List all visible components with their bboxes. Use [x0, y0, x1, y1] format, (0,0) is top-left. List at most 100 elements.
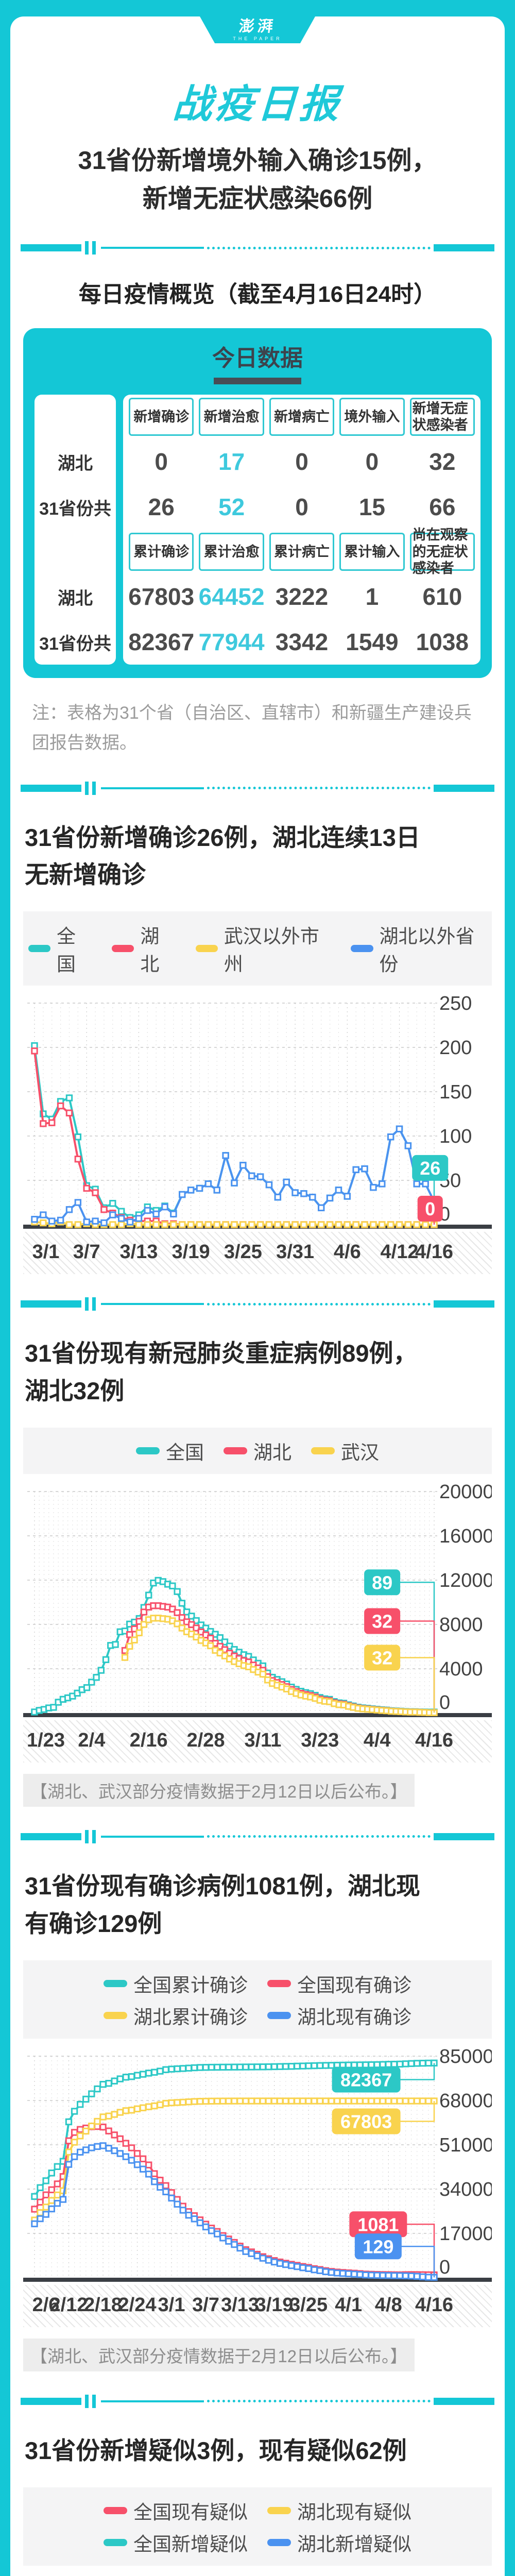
x-tick-label: 2/24: [118, 2294, 157, 2316]
legend-item: 湖北现有疑似: [267, 2497, 411, 2524]
legend-swatch-icon: [112, 945, 134, 953]
chart-svg: 0 17000 34000 51000 68000 85000 82367 67803 1081…: [23, 2049, 492, 2282]
section3-title: 31省份现有确诊病例1081例，湖北现 有确诊129例: [25, 1872, 420, 1937]
column-header: 新增确诊: [129, 398, 194, 436]
legend-swatch-icon: [195, 945, 218, 953]
svg-text:51000: 51000: [439, 2134, 492, 2156]
table-value: 0: [295, 494, 308, 520]
table-value: 82367: [128, 629, 195, 655]
svg-text:12000: 12000: [439, 1570, 492, 1591]
legend-swatch-icon: [267, 2506, 291, 2514]
legend-swatch-icon: [104, 2011, 127, 2019]
today-data-title: 今日数据: [212, 346, 303, 371]
table-value: 32: [429, 448, 456, 475]
column-header: 累计治愈: [199, 533, 264, 571]
svg-text:34000: 34000: [439, 2179, 492, 2200]
legend-label: 湖北: [253, 1442, 291, 1463]
x-tick-label: 2/4: [78, 1729, 106, 1751]
chart-daily-new-confirmed: 0 50 100 150 200 250 26 0 3/1 3/7 3/13 3/19 3/25 3/31…: [23, 996, 492, 1275]
x-tick-label: 4/4: [363, 1729, 391, 1751]
x-tick-label: 3/1: [32, 1241, 60, 1263]
svg-text:4000: 4000: [439, 1658, 483, 1680]
x-tick-label: 4/1: [335, 2294, 363, 2316]
table-value: 0: [365, 448, 379, 475]
chart-svg: 0 4000 8000 12000 16000 20000 89 32 32: [23, 1484, 492, 1717]
legend-swatch-icon: [104, 2538, 127, 2546]
legend-item: 武汉以外市州: [195, 921, 332, 976]
table-value: 26: [148, 494, 175, 520]
svg-text:17000: 17000: [439, 2223, 492, 2245]
legend-swatch-icon: [28, 945, 51, 953]
table-value: 1549: [346, 629, 399, 655]
svg-text:0: 0: [439, 2257, 450, 2278]
legend-item: 湖北现有确诊: [267, 2002, 411, 2029]
legend-label: 湖北累计确诊: [133, 2006, 248, 2028]
table-value: 0: [295, 448, 308, 475]
legend-swatch-icon: [267, 2538, 291, 2546]
section-divider: [21, 1829, 494, 1844]
subtitle-line1: 31省份新增境外输入确诊15例，: [78, 147, 437, 175]
svg-text:16000: 16000: [439, 1526, 492, 1547]
subtitle-line2: 新增无症状感染66例: [142, 184, 373, 213]
x-tick-label: 3/7: [192, 2294, 219, 2316]
column-header: 境外输入: [339, 398, 405, 436]
row-label: 31省份共: [39, 634, 111, 654]
chart3-note: 【湖北、武汉部分疫情数据于2月12日以后公布。】: [23, 2338, 415, 2371]
chart4-legend: 全国现有疑似 湖北现有疑似 全国新增疑似 湖北新增疑似: [23, 2487, 492, 2566]
chart2-legend: 全国 湖北 武汉: [23, 1427, 492, 1474]
table-value: 67803: [128, 583, 195, 610]
svg-text:0: 0: [425, 1198, 435, 1219]
page-subtitle: 31省份新增境外输入确诊15例， 新增无症状感染66例: [10, 142, 505, 218]
today-title-underline: [214, 378, 301, 384]
legend-label: 湖北现有疑似: [297, 2501, 411, 2523]
svg-text:129: 129: [363, 2236, 393, 2257]
column-header: 累计输入: [339, 533, 405, 571]
x-tick-label: 4/16: [415, 2294, 453, 2316]
x-tick-label: 3/19: [255, 2294, 294, 2316]
chart-severe-cases: 0 4000 8000 12000 16000 20000 89 32 32 1/23 2/4 2/1…: [23, 1484, 492, 1762]
legend-item: 全国: [28, 921, 92, 976]
legend-swatch-icon: [311, 1447, 335, 1454]
section4-title: 31省份新增疑似3例，现有疑似62例: [25, 2436, 407, 2464]
section-divider: [21, 1297, 494, 1311]
x-tick-label: 3/7: [73, 1241, 100, 1263]
x-tick-label: 2/6: [32, 2294, 60, 2316]
chart2-note: 【湖北、武汉部分疫情数据于2月12日以后公布。】: [23, 1773, 415, 1807]
x-tick-label: 3/1: [158, 2294, 185, 2316]
svg-text:85000: 85000: [439, 2049, 492, 2067]
x-axis: 2/6 2/12 2/18 2/24 3/1 3/7 3/13 3/19 3/25 4/1 4/8 4…: [23, 2284, 492, 2327]
legend-label: 全国新增疑似: [133, 2533, 248, 2555]
legend-label: 全国: [166, 1442, 204, 1463]
legend-swatch-icon: [351, 945, 373, 953]
chart-confirmed-cases: 0 17000 34000 51000 68000 85000 82367 67803 1081…: [23, 2049, 492, 2327]
page-title: 战疫日报: [171, 82, 343, 126]
legend-item: 湖北以外省份: [351, 921, 487, 976]
svg-text:20000: 20000: [439, 1484, 492, 1503]
x-tick-label: 3/23: [301, 1729, 339, 1751]
today-row-labels: 湖北 31省份共 湖北 31省份共: [35, 395, 116, 665]
x-tick-label: 3/25: [224, 1241, 262, 1263]
legend-label: 全国: [57, 926, 76, 975]
x-tick-label: 3/25: [289, 2294, 328, 2316]
chart3-legend: 全国累计确诊 全国现有确诊 湖北累计确诊 湖北现有确诊: [23, 1960, 492, 2039]
section-divider: [21, 2394, 494, 2409]
legend-item: 湖北累计确诊: [104, 2002, 248, 2029]
table-value: 66: [429, 494, 456, 520]
today-values: 新增确诊 新增治愈 新增病亡 境外输入 新增无症状感染者 0 17 0 0 32 26 52 0 15 66…: [123, 395, 480, 665]
x-tick-label: 4/8: [374, 2294, 402, 2316]
row-label: 湖北: [58, 588, 93, 608]
paper-logo-en: THE PAPER: [233, 36, 282, 41]
content-card: 战疫日报 31省份新增境外输入确诊15例， 新增无症状感染66例 每日疫情概览（…: [10, 16, 505, 2576]
legend-label: 武汉: [341, 1442, 379, 1463]
chart1-legend: 全国 湖北 武汉以外市州 湖北以外省份: [23, 911, 492, 986]
x-tick-label: 3/11: [244, 1729, 282, 1751]
legend-label: 全国现有确诊: [297, 1974, 411, 1996]
legend-label: 湖北以外省份: [379, 926, 475, 975]
table-value: 0: [154, 448, 168, 475]
column-header: 新增无症状感染者: [409, 398, 475, 436]
table-value: 77944: [198, 629, 265, 655]
x-tick-label: 4/16: [415, 1729, 453, 1751]
column-header: 新增治愈: [199, 398, 264, 436]
x-tick-label: 2/12: [49, 2294, 88, 2316]
table-value: 52: [218, 494, 245, 520]
